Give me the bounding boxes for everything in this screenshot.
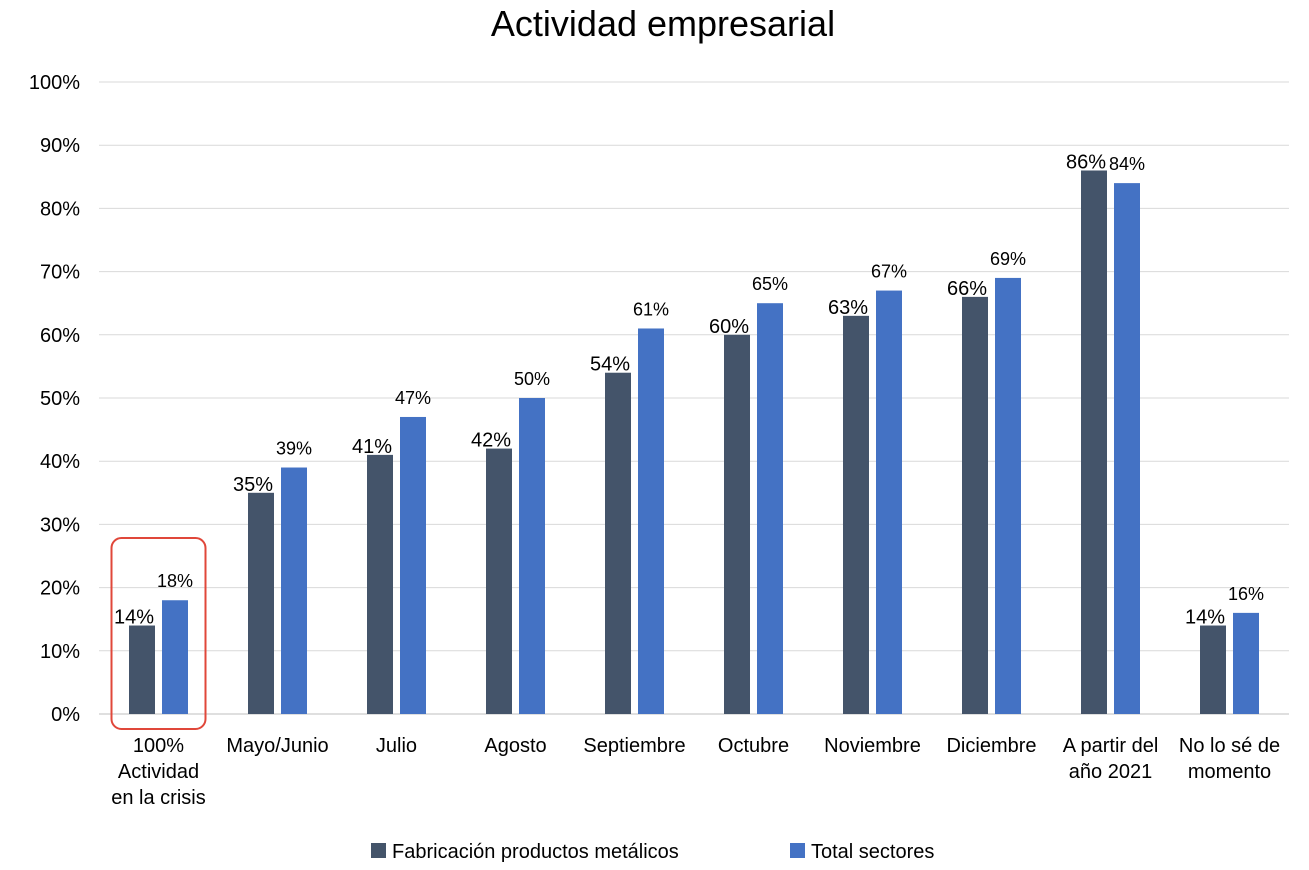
- bar-total-sectores: [281, 467, 307, 714]
- data-label: 63%: [828, 297, 868, 319]
- y-axis-ticks: 0% 10% 20% 30% 40% 50% 60% 70% 80% 90% 100%: [29, 72, 80, 726]
- y-tick-label: 90%: [40, 135, 80, 157]
- bar-fabricacion: [367, 454, 393, 714]
- y-tick-label: 30%: [40, 514, 80, 536]
- x-category-label: en la crisis: [111, 787, 205, 809]
- bar-total-sectores: [757, 303, 783, 714]
- bar-fabricacion: [1081, 170, 1107, 715]
- x-category-label: Octubre: [718, 735, 789, 757]
- data-label: 67%: [871, 262, 907, 282]
- bars: [129, 170, 1259, 715]
- data-label: 54%: [590, 354, 630, 376]
- highlight-rect: [110, 537, 207, 730]
- x-category-label: No lo sé de: [1179, 735, 1280, 757]
- data-label: 69%: [990, 249, 1026, 269]
- legend-label: Total sectores: [811, 841, 934, 863]
- chart-title: Actividad empresarial: [491, 3, 835, 44]
- data-label: 35%: [233, 474, 273, 496]
- data-label: 86%: [1066, 151, 1106, 173]
- data-label: 65%: [752, 274, 788, 294]
- data-label: 39%: [276, 439, 312, 459]
- data-label: 66%: [947, 278, 987, 300]
- data-label: 41%: [352, 436, 392, 458]
- x-category-label: Noviembre: [824, 735, 921, 757]
- bar-fabricacion: [962, 296, 988, 714]
- x-category-label: año 2021: [1069, 761, 1152, 783]
- bar-total-sectores: [162, 600, 188, 714]
- y-tick-label: 20%: [40, 578, 80, 600]
- bar-fabricacion: [248, 492, 274, 714]
- bar-fabricacion: [724, 334, 750, 714]
- y-tick-label: 10%: [40, 641, 80, 663]
- legend-swatch: [371, 843, 386, 858]
- data-label: 84%: [1109, 154, 1145, 174]
- x-axis-categories: 100% Actividad en la crisis Mayo/Junio Julio…: [111, 735, 1280, 809]
- bar-fabricacion: [129, 625, 155, 714]
- bar-total-sectores: [876, 290, 902, 714]
- data-label: 60%: [709, 316, 749, 338]
- y-tick-label: 50%: [40, 388, 80, 410]
- legend: Fabricación productos metálicos Total sec…: [371, 841, 934, 863]
- bar-total-sectores: [1114, 183, 1140, 714]
- x-category-label: momento: [1188, 761, 1271, 783]
- bar-fabricacion: [843, 315, 869, 714]
- bar-total-sectores: [638, 328, 664, 714]
- bar-total-sectores: [1233, 612, 1259, 714]
- y-tick-label: 60%: [40, 325, 80, 347]
- y-tick-label: 0%: [51, 704, 80, 726]
- bar-total-sectores: [995, 277, 1021, 714]
- data-label: 14%: [1185, 607, 1225, 629]
- bar-total-sectores: [400, 416, 426, 714]
- x-category-label: Actividad: [118, 761, 199, 783]
- data-label: 42%: [471, 430, 511, 452]
- x-category-label: 100%: [133, 735, 184, 757]
- data-label: 14%: [114, 607, 154, 629]
- data-labels: 14%18%35%39% 41%47%42%50%54%61%60%65%63%6…: [114, 151, 1264, 628]
- data-label: 18%: [157, 571, 193, 591]
- x-category-label: Agosto: [484, 735, 546, 757]
- x-category-label: A partir del: [1063, 735, 1159, 757]
- x-category-label: Julio: [376, 735, 417, 757]
- y-tick-label: 70%: [40, 262, 80, 284]
- bar-fabricacion: [605, 372, 631, 714]
- bar-fabricacion: [1200, 625, 1226, 714]
- y-tick-label: 100%: [29, 72, 80, 94]
- data-label: 47%: [395, 388, 431, 408]
- legend-label: Fabricación productos metálicos: [392, 841, 679, 863]
- bar-total-sectores: [519, 398, 545, 714]
- bar-fabricacion: [486, 448, 512, 714]
- y-tick-label: 40%: [40, 451, 80, 473]
- x-category-label: Septiembre: [583, 735, 685, 757]
- highlight-box: [110, 537, 207, 730]
- gridlines: [99, 81, 1289, 715]
- data-label: 50%: [514, 369, 550, 389]
- data-label: 16%: [1228, 584, 1264, 604]
- x-category-label: Diciembre: [946, 735, 1036, 757]
- data-label: 61%: [633, 299, 669, 319]
- y-tick-label: 80%: [40, 198, 80, 220]
- legend-swatch: [790, 843, 805, 858]
- x-category-label: Mayo/Junio: [226, 735, 328, 757]
